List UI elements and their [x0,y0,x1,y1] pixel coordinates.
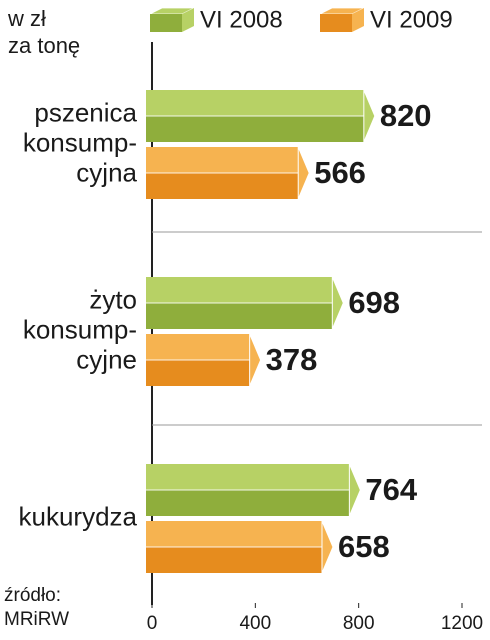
bar-top [146,277,333,303]
bar-tip [331,276,344,330]
value-label: 378 [266,342,318,377]
category-label: konsump- [23,314,137,344]
bar-tip [321,520,334,574]
bar-top [146,521,322,547]
x-tick-label: 800 [343,613,375,634]
bar [146,89,376,143]
value-label: 566 [314,155,366,190]
bar-bottom [146,116,364,142]
value-label: 658 [338,529,390,564]
bar [146,520,334,574]
bar [146,463,361,517]
value-label: 764 [365,472,417,507]
bar-bottom [146,547,322,573]
legend-label: VI 2008 [200,6,283,33]
legend-cube-front [320,14,352,32]
bar-bottom [146,490,350,516]
legend-item: VI 2009 [319,6,453,33]
bar-bottom [146,173,299,199]
bar-tip [348,463,361,517]
value-label: 820 [380,98,432,133]
legend-cube-front [150,14,182,32]
bar-top [146,147,299,173]
bar-top [146,90,364,116]
category-label: cyjne [76,344,137,374]
bar-tip [363,89,376,143]
legend-cube-side [182,8,194,32]
source: MRiRW [4,609,69,630]
unit-label: za tonę [8,33,80,58]
x-tick-label: 1200 [441,613,483,634]
value-label: 698 [348,285,400,320]
x-tick-label: 0 [147,613,158,634]
bar-bottom [146,303,333,329]
bar-top [146,464,350,490]
category-label: kukurydza [19,501,138,531]
legend-item: VI 2008 [149,6,283,33]
x-tick-label: 400 [239,613,271,634]
bar-tip [249,333,262,387]
bar [146,276,344,330]
bar-bottom [146,360,250,386]
category-label: pszenica [34,97,137,127]
category-label: cyjna [76,157,137,187]
category-label: żyto [89,284,137,314]
bar [146,333,262,387]
bar [146,146,310,200]
bar-top [146,334,250,360]
unit-label: w zł [7,6,46,31]
legend-cube-side [352,8,364,32]
category-label: konsump- [23,127,137,157]
source: źródło: [4,585,61,606]
legend-label: VI 2009 [370,6,453,33]
bar-tip [297,146,310,200]
